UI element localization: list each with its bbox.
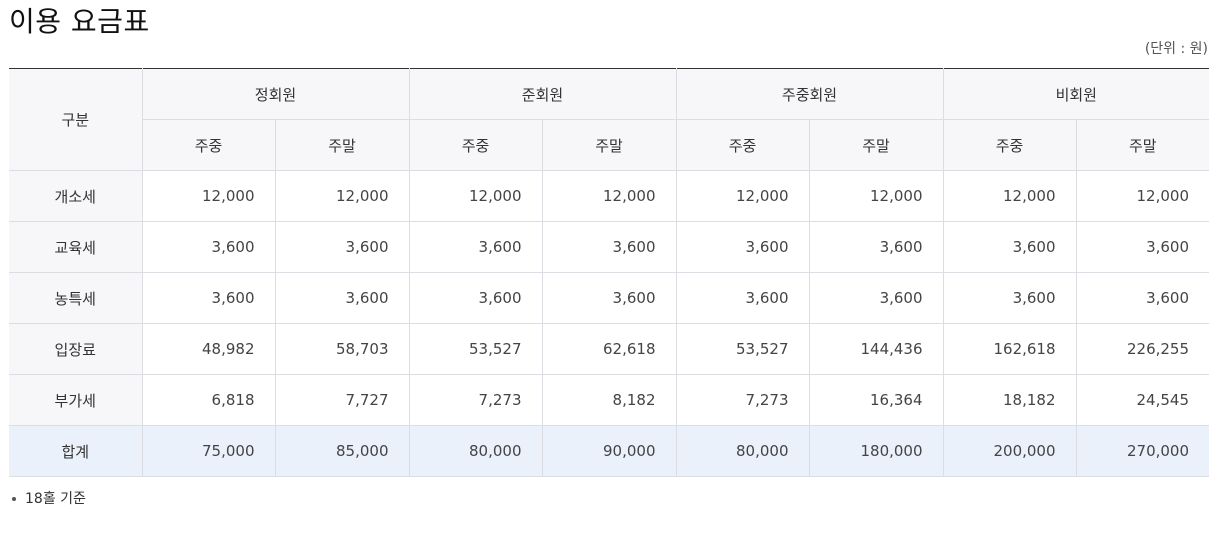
table-row: 부가세 6,818 7,727 7,273 8,182 7,273 16,364… xyxy=(9,374,1210,426)
table-cell: 58,703 xyxy=(274,323,410,375)
category-header: 구분 xyxy=(9,68,143,171)
footnote-text: 18홀 기준 xyxy=(25,491,86,507)
table-cell: 18,182 xyxy=(942,374,1077,426)
table-cell: 270,000 xyxy=(1075,425,1210,477)
table-cell: 48,982 xyxy=(141,323,276,375)
table-cell: 12,000 xyxy=(942,170,1077,222)
unit-note: (단위 : 원) xyxy=(1144,41,1208,57)
table-cell: 53,527 xyxy=(675,323,810,375)
subheader-weekend: 주말 xyxy=(808,119,944,171)
subheader-weekend: 주말 xyxy=(541,119,677,171)
table-cell: 53,527 xyxy=(408,323,543,375)
table-cell: 12,000 xyxy=(408,170,543,222)
table-cell: 12,000 xyxy=(1075,170,1210,222)
table-row: 농특세 3,600 3,600 3,600 3,600 3,600 3,600 … xyxy=(9,272,1210,324)
row-label: 농특세 xyxy=(9,272,143,324)
table-cell: 3,600 xyxy=(675,221,810,273)
table-cell: 12,000 xyxy=(274,170,410,222)
table-row: 개소세 12,000 12,000 12,000 12,000 12,000 1… xyxy=(9,170,1210,222)
row-label: 합계 xyxy=(9,425,143,477)
table-subheader-row: 주중 주말 주중 주말 주중 주말 주중 주말 xyxy=(9,119,1210,171)
table-cell: 3,600 xyxy=(408,221,543,273)
table-cell: 3,600 xyxy=(808,272,944,324)
table-cell: 7,273 xyxy=(408,374,543,426)
table-cell: 3,600 xyxy=(942,272,1077,324)
table-cell: 7,273 xyxy=(675,374,810,426)
table-cell: 24,545 xyxy=(1075,374,1210,426)
footnote: 18홀 기준 xyxy=(12,489,86,509)
table-cell: 226,255 xyxy=(1075,323,1210,375)
table-cell: 8,182 xyxy=(541,374,677,426)
table-header-row: 구분 정회원 준회원 주중회원 비회원 xyxy=(9,68,1210,171)
row-label: 교육세 xyxy=(9,221,143,273)
table-cell: 62,618 xyxy=(541,323,677,375)
table-cell: 3,600 xyxy=(141,221,276,273)
subheader-weekday: 주중 xyxy=(942,119,1077,171)
table-row-total: 합계 75,000 85,000 80,000 90,000 80,000 18… xyxy=(9,425,1210,477)
table-cell: 80,000 xyxy=(408,425,543,477)
table-cell: 80,000 xyxy=(675,425,810,477)
group-header-regular-member: 정회원 xyxy=(141,68,410,120)
table-cell: 3,600 xyxy=(408,272,543,324)
table-cell: 75,000 xyxy=(141,425,276,477)
subheader-weekday: 주중 xyxy=(142,119,276,171)
table-cell: 90,000 xyxy=(541,425,677,477)
table-cell: 3,600 xyxy=(274,272,410,324)
table-cell: 12,000 xyxy=(541,170,677,222)
table-cell: 180,000 xyxy=(808,425,944,477)
subheader-weekday: 주중 xyxy=(408,119,543,171)
table-row: 교육세 3,600 3,600 3,600 3,600 3,600 3,600 … xyxy=(9,221,1210,273)
row-label: 입장료 xyxy=(9,323,143,375)
table-cell: 3,600 xyxy=(1075,272,1210,324)
fee-table: 구분 정회원 준회원 주중회원 비회원 주중 주말 주중 주말 주중 주말 주중… xyxy=(9,68,1210,477)
table-cell: 3,600 xyxy=(1075,221,1210,273)
table-cell: 3,600 xyxy=(541,272,677,324)
table-cell: 3,600 xyxy=(675,272,810,324)
table-cell: 12,000 xyxy=(141,170,276,222)
table-cell: 12,000 xyxy=(808,170,944,222)
row-label: 개소세 xyxy=(9,170,143,222)
group-header-associate-member: 준회원 xyxy=(408,68,677,120)
row-label: 부가세 xyxy=(9,374,143,426)
table-cell: 6,818 xyxy=(141,374,276,426)
table-cell: 3,600 xyxy=(808,221,944,273)
subheader-weekday: 주중 xyxy=(675,119,810,171)
table-cell: 12,000 xyxy=(675,170,810,222)
table-cell: 7,727 xyxy=(274,374,410,426)
table-cell: 3,600 xyxy=(942,221,1077,273)
bullet-icon xyxy=(12,497,16,501)
subheader-weekend: 주말 xyxy=(1075,119,1210,171)
group-header-weekday-member: 주중회원 xyxy=(675,68,944,120)
table-cell: 16,364 xyxy=(808,374,944,426)
table-cell: 85,000 xyxy=(274,425,410,477)
table-cell: 3,600 xyxy=(274,221,410,273)
page-title: 이용 요금표 xyxy=(9,5,150,38)
table-cell: 200,000 xyxy=(942,425,1077,477)
table-cell: 3,600 xyxy=(541,221,677,273)
group-header-non-member: 비회원 xyxy=(942,68,1210,120)
subheader-weekend: 주말 xyxy=(274,119,410,171)
table-cell: 162,618 xyxy=(942,323,1077,375)
table-cell: 144,436 xyxy=(808,323,944,375)
table-row: 입장료 48,982 58,703 53,527 62,618 53,527 1… xyxy=(9,323,1210,375)
table-cell: 3,600 xyxy=(141,272,276,324)
